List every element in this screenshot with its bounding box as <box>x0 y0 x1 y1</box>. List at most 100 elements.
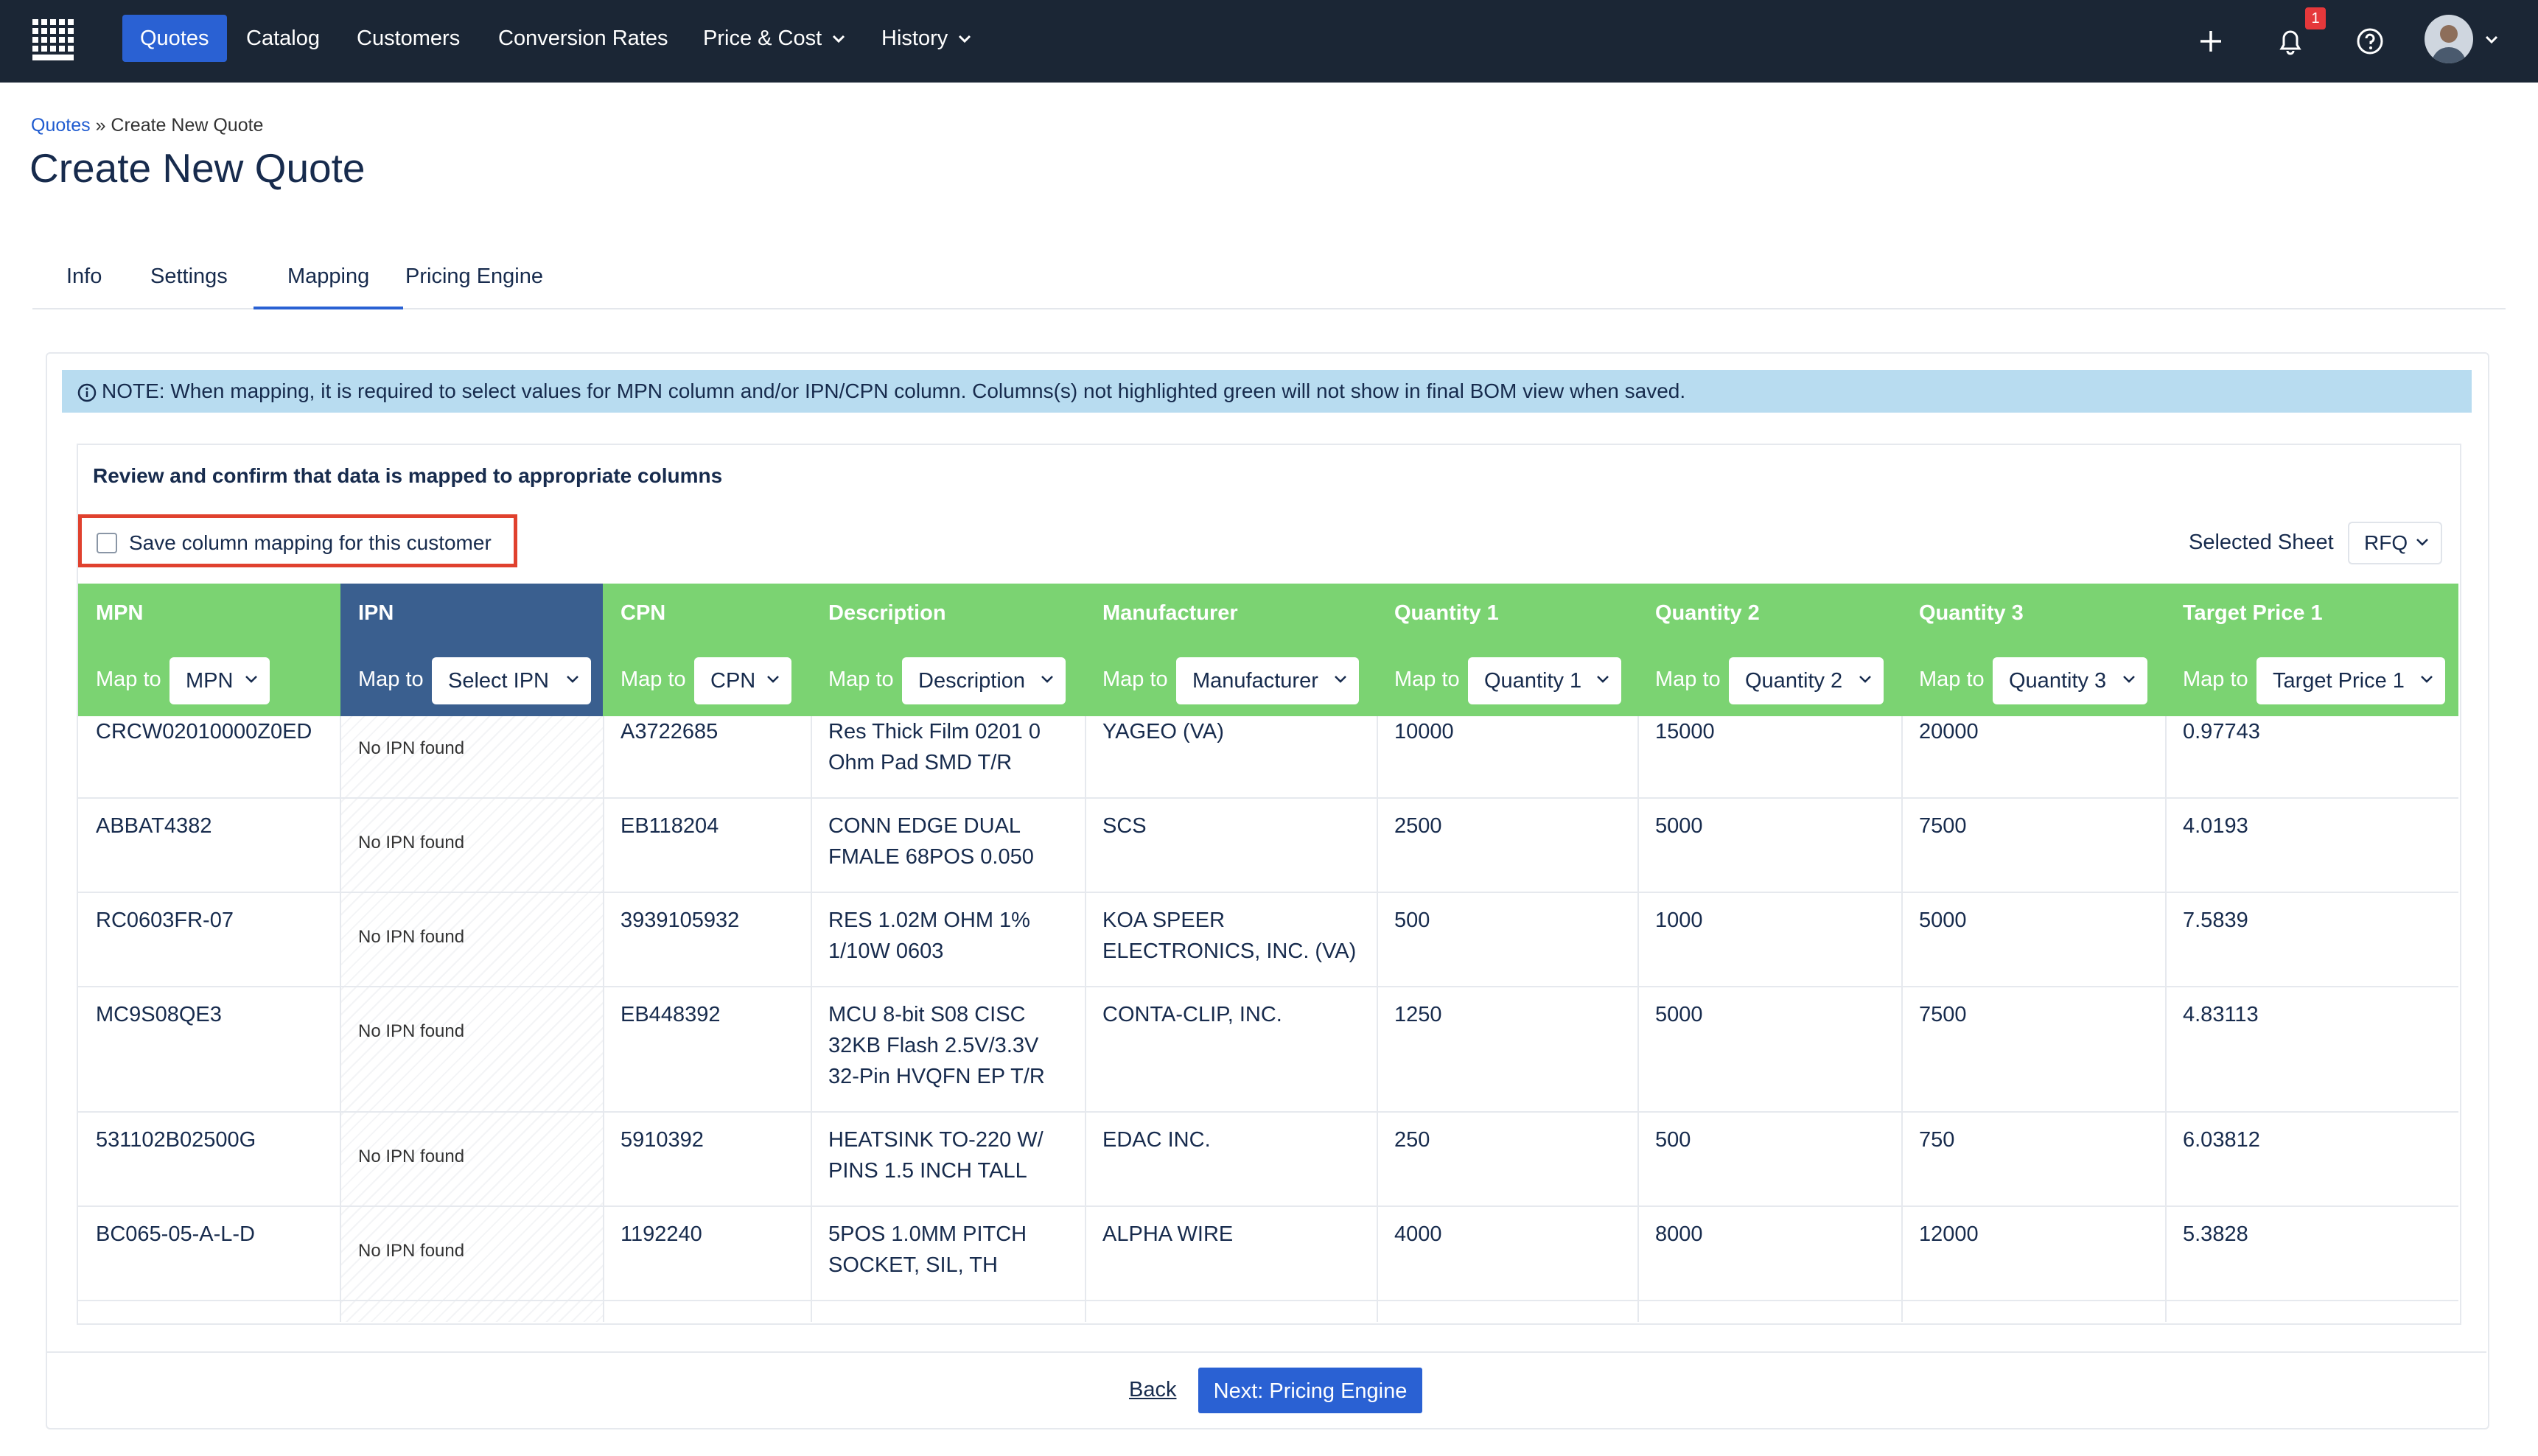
table-cell-desc: SOCKET, SIL, TH <box>828 1253 998 1277</box>
table-cell-mpn: CRCW02010000Z0ED <box>96 720 312 743</box>
table-cell-q3: 5000 <box>1919 909 1967 932</box>
card-footer-divider <box>46 1351 2486 1353</box>
chevron-down-icon <box>2421 676 2433 683</box>
column-header-manufacturer: Manufacturer Map to Manufacturer <box>1085 584 1377 716</box>
table-cell-tp1: 7.5839 <box>2183 909 2248 932</box>
column-header-mpn: MPN Map to MPN <box>78 584 340 716</box>
table-cell-q3: 750 <box>1919 1128 1955 1152</box>
column-name: MPN <box>96 601 144 625</box>
nav-quotes[interactable]: Quotes <box>122 15 227 62</box>
table-cell-mfr: ALPHA WIRE <box>1102 1222 1234 1246</box>
table-cell-q3: 20000 <box>1919 720 1979 743</box>
tab-mapping[interactable]: Mapping <box>254 251 404 309</box>
map-select-value: Quantity 2 <box>1745 669 1843 693</box>
map-select-cpn[interactable]: CPN <box>694 657 791 704</box>
ipn-column-unmapped <box>340 716 603 1322</box>
chevron-down-icon <box>1859 676 1871 683</box>
map-to-label: Map to <box>828 668 894 691</box>
table-cell-mpn: MC9S08QE3 <box>96 1003 222 1026</box>
breadcrumb-quotes-link[interactable]: Quotes <box>31 115 91 136</box>
table-cell-desc: FMALE 68POS 0.050 <box>828 845 1034 869</box>
no-ipn-text: No IPN found <box>358 833 465 853</box>
no-ipn-text: No IPN found <box>358 1147 465 1166</box>
table-cell-mfr: EDAC INC. <box>1102 1128 1211 1152</box>
table-cell-mfr: ELECTRONICS, INC. (VA) <box>1102 939 1357 963</box>
save-mapping-label[interactable]: Save column mapping for this customer <box>129 531 492 554</box>
plus-icon[interactable] <box>2190 21 2231 62</box>
table-row-divider <box>78 1205 2458 1207</box>
table-cell-cpn: 1192240 <box>620 1222 702 1246</box>
column-divider <box>1085 716 1086 1322</box>
nav-conversion-rates[interactable]: Conversion Rates <box>480 15 686 62</box>
nav-history[interactable]: History <box>864 15 989 62</box>
chevron-down-icon <box>1335 676 1346 683</box>
table-cell-q2: 5000 <box>1655 1003 1703 1026</box>
table-cell-cpn: A3722685 <box>620 720 719 743</box>
column-header-description: Description Map to Description <box>811 584 1085 716</box>
breadcrumb: Quotes » Create New Quote <box>31 115 263 136</box>
table-cell-cpn: EB118204 <box>620 814 719 838</box>
table-cell-cpn: EB448392 <box>620 1003 721 1026</box>
map-select-quantity-3[interactable]: Quantity 3 <box>1993 657 2147 704</box>
bell-icon[interactable] <box>2270 21 2311 62</box>
column-header-cpn: CPN Map to CPN <box>603 584 811 716</box>
nav-price-cost[interactable]: Price & Cost <box>685 15 863 62</box>
map-select-value: CPN <box>710 669 756 693</box>
user-avatar-icon <box>2432 25 2466 63</box>
table-cell-mfr: SCS <box>1102 814 1147 838</box>
map-select-description[interactable]: Description <box>902 657 1066 704</box>
table-cell-q2: 5000 <box>1655 814 1703 838</box>
table-cell-q2: 500 <box>1655 1128 1691 1152</box>
save-mapping-checkbox[interactable] <box>97 533 117 553</box>
map-to-label: Map to <box>1394 668 1460 691</box>
map-to-label: Map to <box>2183 668 2248 691</box>
map-select-quantity-1[interactable]: Quantity 1 <box>1468 657 1621 704</box>
map-select-manufacturer[interactable]: Manufacturer <box>1176 657 1359 704</box>
breadcrumb-current: Create New Quote <box>111 115 264 136</box>
help-icon[interactable] <box>2349 21 2391 62</box>
review-heading: Review and confirm that data is mapped t… <box>93 464 723 487</box>
chevron-down-icon[interactable] <box>2485 35 2498 44</box>
tab-settings[interactable]: Settings <box>150 265 228 288</box>
table-cell-q1: 10000 <box>1394 720 1454 743</box>
map-to-label: Map to <box>358 668 424 691</box>
table-cell-tp1: 0.97743 <box>2183 720 2260 743</box>
map-select-value: MPN <box>186 669 234 693</box>
map-to-label: Map to <box>1655 668 1721 691</box>
nav-history-label: History <box>881 27 948 50</box>
tab-info[interactable]: Info <box>66 265 102 288</box>
next-pricing-engine-button[interactable]: Next: Pricing Engine <box>1198 1368 1422 1413</box>
back-link[interactable]: Back <box>1129 1378 1177 1401</box>
map-select-mpn[interactable]: MPN <box>169 657 270 704</box>
table-cell-mfr: CONTA-CLIP, INC. <box>1102 1003 1282 1026</box>
map-select-value: Manufacturer <box>1192 669 1318 693</box>
column-divider <box>1901 716 1903 1322</box>
tab-pricing-engine[interactable]: Pricing Engine <box>405 265 543 288</box>
avatar[interactable] <box>2425 15 2473 63</box>
breadcrumb-separator: » <box>95 115 106 136</box>
selected-sheet-value: RFQ <box>2364 531 2408 554</box>
table-row-divider <box>78 892 2458 893</box>
table-cell-q3: 12000 <box>1919 1222 1979 1246</box>
save-mapping-checkbox-row[interactable]: Save column mapping for this customer <box>78 514 517 567</box>
column-divider <box>340 716 341 1322</box>
nav-catalog-label: Catalog <box>246 27 320 50</box>
column-header-target-price-1: Target Price 1 Map to Target Price 1 <box>2165 584 2458 716</box>
chevron-down-icon <box>2416 539 2428 546</box>
map-to-label: Map to <box>96 668 161 691</box>
nav-catalog[interactable]: Catalog <box>228 15 338 62</box>
no-ipn-text: No IPN found <box>358 738 465 758</box>
map-select-quantity-2[interactable]: Quantity 2 <box>1729 657 1884 704</box>
nav-customers[interactable]: Customers <box>339 15 478 62</box>
selected-sheet-select[interactable]: RFQ <box>2348 522 2442 564</box>
map-select-target-price-1[interactable]: Target Price 1 <box>2256 657 2445 704</box>
table-cell-q2: 1000 <box>1655 909 1703 932</box>
table-cell-desc: HEATSINK TO-220 W/ <box>828 1128 1043 1152</box>
nav-price-cost-label: Price & Cost <box>703 27 822 50</box>
table-cell-q3: 7500 <box>1919 814 1967 838</box>
table-cell-q2: 15000 <box>1655 720 1715 743</box>
map-select-ipn[interactable]: Select IPN <box>432 657 591 704</box>
grid-logo-icon[interactable] <box>29 16 80 63</box>
table-cell-desc: PINS 1.5 INCH TALL <box>828 1159 1027 1183</box>
table-cell-desc: 32KB Flash 2.5V/3.3V <box>828 1034 1039 1057</box>
